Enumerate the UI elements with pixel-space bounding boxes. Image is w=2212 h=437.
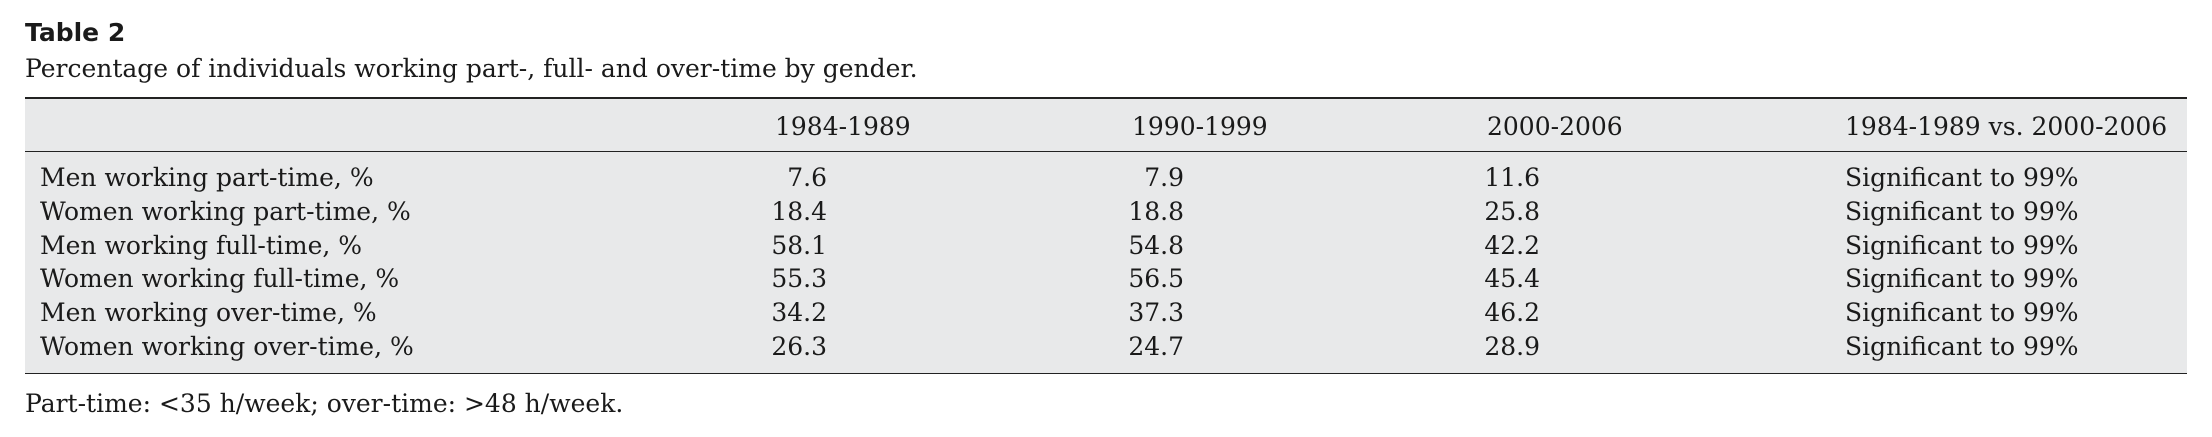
bottom-rule [25,373,2187,374]
table-title: Table 2 [25,18,126,47]
column-header: 1990-1999 [1132,112,1268,141]
column-header: 2000-2006 [1487,112,1623,141]
significance: Significant to 99% [1845,231,2079,260]
table-caption: Percentage of individuals working part-,… [25,54,918,83]
cell-value: 26.3 [771,332,827,361]
row-label: Women working full-time, % [40,264,400,293]
cell-value: 37.3 [1128,298,1184,327]
cell-value: 34.2 [771,298,827,327]
cell-value: 54.8 [1128,231,1184,260]
footnote: Part-time: <35 h/week; over-time: >48 h/… [25,389,624,418]
cell-value: 45.4 [1484,264,1540,293]
row-label: Men working full-time, % [40,231,363,260]
significance: Significant to 99% [1845,197,2079,226]
significance: Significant to 99% [1845,332,2079,361]
cell-value: 18.8 [1128,197,1184,226]
cell-value: 58.1 [771,231,827,260]
cell-value: 56.5 [1128,264,1184,293]
row-label: Men working over-time, % [40,298,377,327]
cell-value: 28.9 [1484,332,1540,361]
cell-value: 11.6 [1484,163,1540,192]
row-label: Women working over-time, % [40,332,414,361]
cell-value: 7.6 [787,163,827,192]
column-header: 1984-1989 [775,112,911,141]
significance: Significant to 99% [1845,163,2079,192]
cell-value: 7.9 [1144,163,1184,192]
header-rule [25,151,2187,152]
top-rule [25,97,2187,99]
cell-value: 25.8 [1484,197,1540,226]
cell-value: 24.7 [1128,332,1184,361]
cell-value: 46.2 [1484,298,1540,327]
table-background [25,97,2187,373]
significance: Significant to 99% [1845,264,2079,293]
cell-value: 55.3 [771,264,827,293]
column-header: 1984-1989 vs. 2000-2006 [1845,112,2168,141]
cell-value: 18.4 [771,197,827,226]
cell-value: 42.2 [1484,231,1540,260]
row-label: Women working part-time, % [40,197,411,226]
row-label: Men working part-time, % [40,163,374,192]
significance: Significant to 99% [1845,298,2079,327]
